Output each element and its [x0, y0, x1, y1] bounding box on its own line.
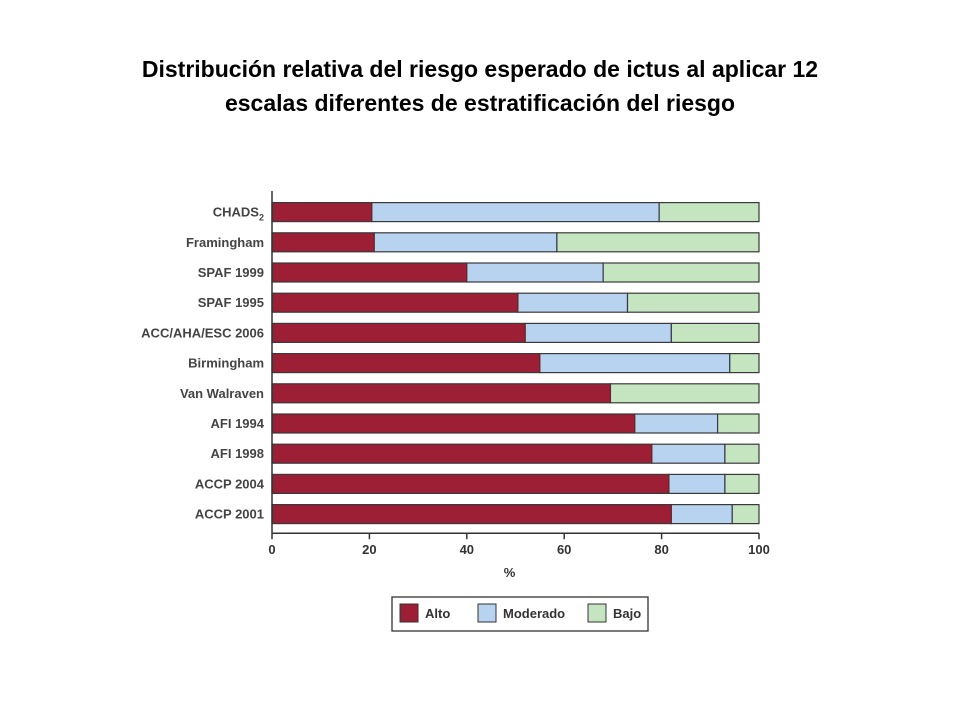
bar-alto-0	[271, 202, 373, 223]
bar-bajo-6	[609, 383, 760, 404]
bar-bajo-8	[724, 443, 760, 464]
bar-bajo-0	[658, 202, 760, 223]
bar-moderado-1	[373, 232, 558, 253]
bar-bajo-1	[556, 232, 760, 253]
bar-moderado-9	[668, 473, 726, 494]
category-label-0: CHADS2	[213, 205, 264, 223]
x-tick-label-3: 60	[557, 542, 571, 557]
x-tick-label-1: 20	[362, 542, 376, 557]
bar-moderado-8	[651, 443, 726, 464]
bar-bajo-2	[602, 262, 760, 283]
bar-bajo-4	[670, 322, 760, 343]
category-label-7: AFI 1994	[211, 416, 265, 431]
legend: Alto Moderado Bajo	[391, 596, 649, 632]
legend-label-moderado: Moderado	[503, 606, 565, 621]
category-label-1: Framingham	[186, 235, 264, 250]
slide-title-line1: Distribución relativa del riesgo esperad…	[141, 56, 819, 82]
bar-bajo-7	[717, 413, 760, 434]
category-label-8: AFI 1998	[211, 446, 264, 461]
x-axis-title: %	[504, 565, 516, 580]
x-tick-label-0: 0	[268, 542, 275, 557]
x-tick-label-2: 40	[460, 542, 474, 557]
bar-bajo-9	[724, 473, 760, 494]
bar-moderado-4	[524, 322, 672, 343]
legend-swatch-alto	[399, 603, 419, 623]
bar-moderado-3	[517, 292, 629, 313]
category-label-4: ACC/AHA/ESC 2006	[141, 325, 264, 340]
bar-alto-1	[271, 232, 375, 253]
bar-alto-10	[271, 504, 672, 525]
bar-alto-5	[271, 353, 541, 374]
bar-moderado-0	[371, 202, 660, 223]
bar-bajo-10	[731, 504, 760, 525]
legend-label-bajo: Bajo	[613, 606, 641, 621]
bar-bajo-3	[626, 292, 760, 313]
category-label-10: ACCP 2001	[195, 507, 264, 522]
bar-alto-4	[271, 322, 526, 343]
slide-title: Distribución relativa del riesgo esperad…	[40, 52, 920, 120]
slide-title-line2: escalas diferentes de estratificación de…	[224, 90, 736, 116]
bar-alto-7	[271, 413, 636, 434]
bar-moderado-10	[670, 504, 733, 525]
category-label-3: SPAF 1995	[198, 295, 264, 310]
bar-moderado-2	[466, 262, 604, 283]
bar-alto-9	[271, 473, 670, 494]
category-label-6: Van Walraven	[180, 386, 264, 401]
legend-label-alto: Alto	[425, 606, 450, 621]
legend-swatch-bajo	[587, 603, 607, 623]
bar-moderado-5	[539, 353, 731, 374]
bar-alto-8	[271, 443, 653, 464]
legend-swatch-moderado	[477, 603, 497, 623]
x-tick-label-4: 80	[654, 542, 668, 557]
category-label-5: Birmingham	[188, 356, 264, 371]
category-label-9: ACCP 2004	[195, 476, 265, 491]
bar-alto-2	[271, 262, 468, 283]
x-tick-label-5: 100	[748, 542, 770, 557]
bar-alto-3	[271, 292, 519, 313]
bar-moderado-7	[634, 413, 719, 434]
category-label-2: SPAF 1999	[198, 265, 264, 280]
bar-alto-6	[271, 383, 612, 404]
bar-bajo-5	[729, 353, 760, 374]
